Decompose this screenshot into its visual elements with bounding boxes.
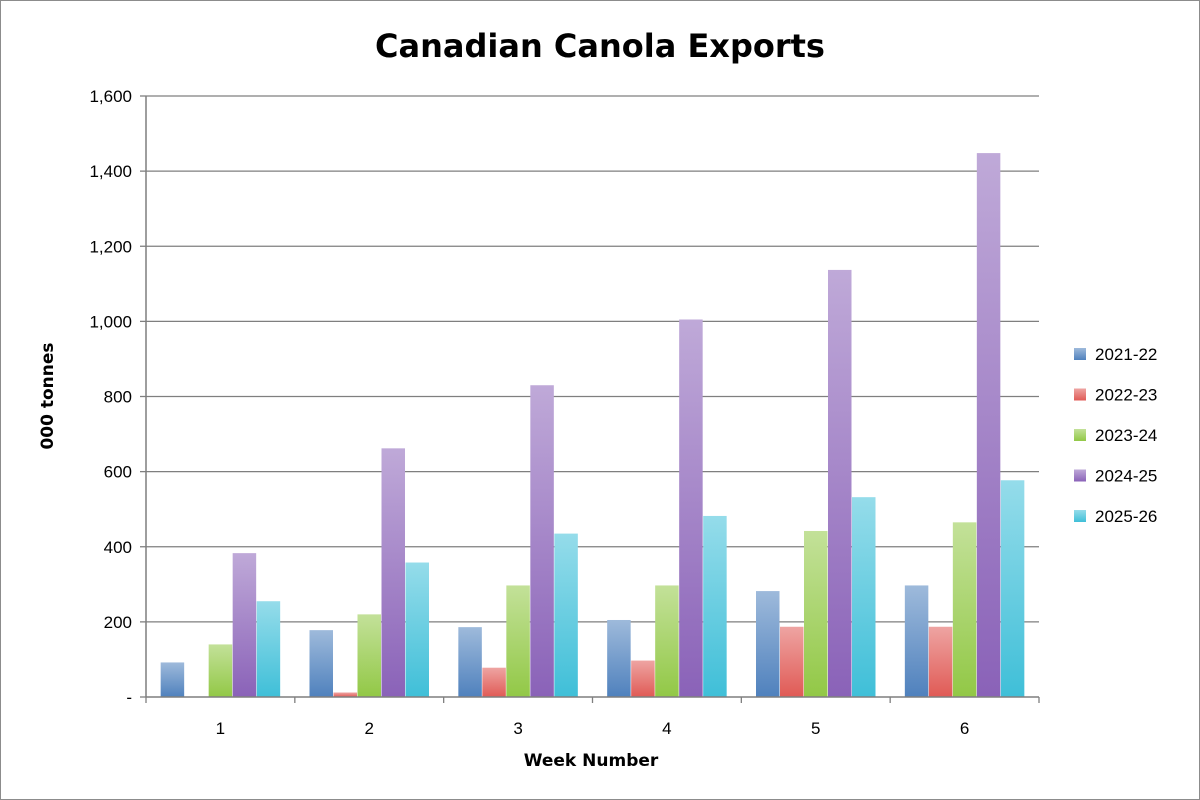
x-tick-label: 2 [365,719,374,738]
y-axis-title: 000 tonnes [38,342,58,449]
bar-2023-24-week-6 [952,522,977,697]
bar-2023-24-week-5 [804,530,828,697]
bar-2025-26-week-2 [405,562,429,697]
bar-2024-25-week-4 [679,319,703,697]
bar-2021-22-week-6 [904,585,929,697]
legend-swatch-2023-24 [1074,429,1086,441]
gridlines [146,95,1039,623]
x-tick-label: 6 [960,719,969,738]
bar-2025-26-week-3 [554,533,578,697]
legend-label-2021-22: 2021-22 [1095,345,1157,364]
legend-swatch-2024-25 [1074,469,1086,482]
bar-2025-26-week-6 [1000,480,1025,697]
bars [160,153,1025,698]
y-tick-label: 1,000 [89,312,132,331]
legend: 2021-22 2022-23 2023-24 2024-25 2025-26 [1074,345,1157,526]
y-tick-label: 200 [104,613,132,632]
y-tick-label: 1,600 [89,87,132,106]
y-tick-label: 400 [104,538,132,557]
y-tick-label: 1,400 [89,162,132,181]
bar-2021-22-week-1 [160,662,185,697]
legend-swatch-2025-26 [1074,510,1086,522]
x-axis-ticks: 1 2 3 4 5 6 [145,697,1040,738]
bar-2024-25-week-6 [976,153,1001,698]
legend-label-2023-24: 2023-24 [1095,426,1157,445]
bar-2022-23-week-3 [482,667,506,697]
bar-2023-24-week-4 [655,585,679,697]
legend-swatch-2022-23 [1074,388,1086,401]
bar-2025-26-week-4 [703,515,727,697]
chart-title: Canadian Canola Exports [375,27,825,65]
x-axis-title: Week Number [524,751,659,771]
bar-2021-22-week-4 [607,619,631,697]
bar-2023-24-week-1 [208,644,233,697]
bar-2023-24-week-2 [357,614,381,697]
y-axis-ticks: - 200 400 600 800 1,000 1,200 1,400 1,600 [89,87,146,707]
bar-2023-24-week-3 [506,585,530,697]
bar-2022-23-week-6 [928,626,953,697]
bar-2022-23-week-4 [631,660,655,697]
x-tick-label: 4 [662,719,671,738]
x-tick-label: 1 [216,719,225,738]
bar-2022-23-week-5 [780,626,804,697]
bar-2024-25-week-5 [828,269,852,697]
bar-2024-25-week-3 [530,385,554,697]
legend-label-2024-25: 2024-25 [1095,467,1157,486]
bar-2022-23-week-2 [333,692,357,697]
x-tick-label: 5 [811,719,820,738]
x-tick-label: 3 [513,719,522,738]
bar-2021-22-week-2 [309,630,333,697]
y-tick-label: - [126,688,132,707]
legend-label-2025-26: 2025-26 [1095,507,1157,526]
legend-label-2022-23: 2022-23 [1095,386,1157,405]
y-tick-label: 600 [104,463,132,482]
bar-2024-25-week-2 [381,448,405,697]
bar-2025-26-week-5 [852,497,876,697]
legend-swatch-2021-22 [1074,348,1086,360]
bar-2021-22-week-3 [458,627,482,697]
bar-2021-22-week-5 [756,591,780,697]
bar-2024-25-week-1 [232,553,257,697]
y-tick-label: 1,200 [89,237,132,256]
bar-2025-26-week-1 [256,601,281,697]
y-tick-label: 800 [104,388,132,407]
